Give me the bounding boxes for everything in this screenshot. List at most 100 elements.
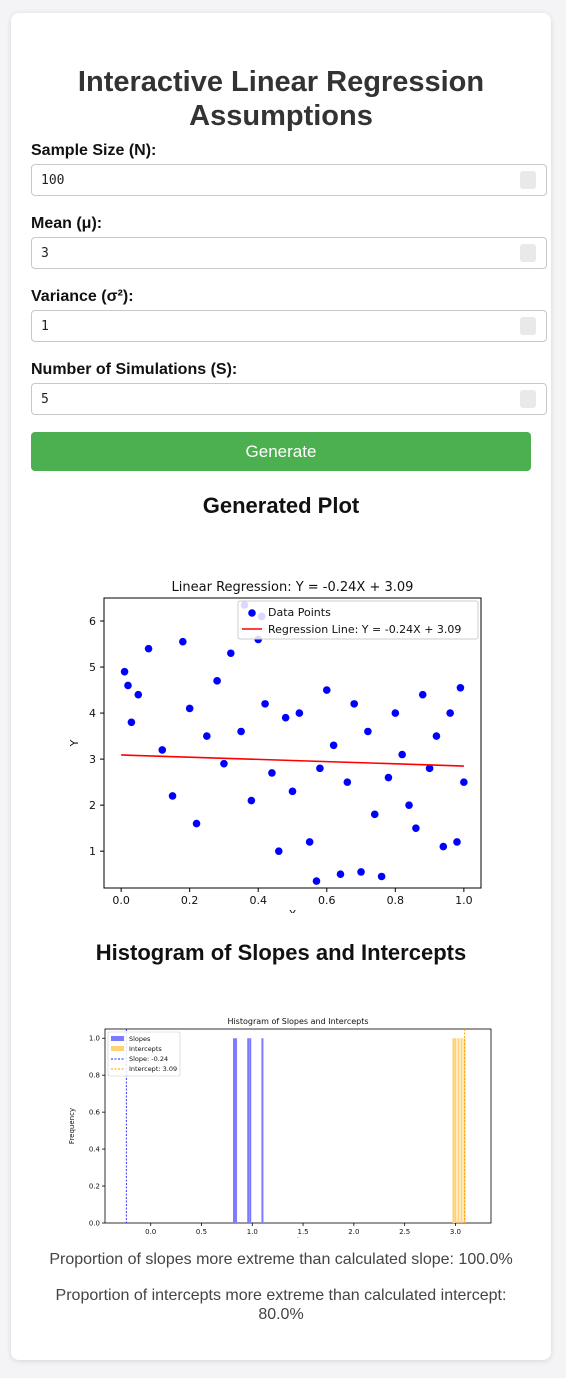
x-tick-label: 1.0 [247,1228,258,1236]
plot-heading: Generated Plot [202,493,360,518]
plot-frame [103,597,482,889]
mean-input[interactable]: 3 [31,237,547,269]
data-point [124,681,132,690]
data-point [391,709,400,717]
legend-intercept-line-label: Intercept: 3.09 [129,1065,177,1073]
intercept-bar [457,1038,460,1223]
intercept-proportion: Proportion of intercepts more extreme th… [55,1287,507,1323]
data-point [213,677,221,685]
generate-button[interactable]: Generate [31,432,531,471]
x-axis-label: Value [288,1237,307,1238]
data-point [185,704,194,713]
scatter-plot: Linear Regression: Y = -0.24X + 3.09 0.0 0… [68,580,482,913]
spinner-icon[interactable] [520,390,536,408]
data-point [439,842,448,851]
sample-size-input[interactable]: 100 [31,164,547,196]
data-point [398,750,406,759]
y-tick-label: 0.2 [89,1183,100,1191]
simulations-input[interactable]: 5 [31,383,547,415]
data-point [364,727,372,736]
x-tick-label: 0.2 [181,894,199,907]
sample-size-label: Sample Size (N): [31,142,157,159]
slope-bar [261,1038,264,1223]
data-point [329,741,338,750]
sample-size-value: 100 [41,173,65,188]
data-point [274,847,283,855]
x-tick-label: 0.8 [387,894,405,907]
x-tick-label: 1.0 [455,894,473,907]
data-point [453,838,461,846]
data-point [220,759,228,768]
slope-proportion: Proportion of slopes more extreme than c… [49,1251,513,1268]
data-point [405,801,413,809]
slope-bar [247,1038,250,1223]
data-point [377,872,386,881]
y-tick-label: 4 [89,707,96,720]
simulations-value: 5 [41,392,49,407]
spinner-icon[interactable] [520,317,536,335]
histogram-heading: Histogram of Slopes and Intercepts [95,940,467,965]
y-tick-label: 2 [89,799,96,812]
data-point [268,769,276,777]
regression-line [121,754,464,767]
slope-bar [249,1038,252,1223]
data-point [312,877,321,885]
histogram-frame [104,1028,492,1224]
y-tick-label: 0.0 [89,1220,100,1228]
data-point [144,644,153,653]
data-point [350,700,358,708]
data-point [418,690,427,699]
x-tick-label: 3.0 [450,1228,461,1236]
data-point [227,649,235,658]
data-point [343,778,352,786]
data-point [412,824,420,832]
data-point [446,709,454,717]
data-point [432,732,441,740]
legend-slopes-marker [111,1036,124,1041]
y-tick-label: 0.4 [89,1146,101,1154]
y-tick-label: 6 [89,615,96,628]
y-tick-label: 0.8 [89,1072,100,1080]
variance-input[interactable]: 1 [31,310,547,342]
data-point [168,792,177,800]
legend-intercepts-label: Intercepts [129,1045,162,1053]
legend-points-marker [248,609,256,617]
data-point [192,819,201,828]
intercept-bar [454,1038,457,1223]
mean-value: 3 [41,246,49,261]
mean-label: Mean (μ): [31,215,103,232]
x-tick-label: 0.0 [112,894,129,907]
legend-slopes-label: Slopes [129,1035,151,1043]
data-point [460,778,468,786]
spinner-icon[interactable] [520,171,536,189]
y-tick-label: 3 [89,753,96,766]
y-tick-label: 1 [89,845,96,858]
histogram-legend-box [107,1031,181,1077]
data-point [456,683,465,692]
legend-line-label: Regression Line: Y = -0.24X + 3.09 [268,623,461,636]
data-point [316,764,324,773]
x-tick-label: 0.5 [196,1228,207,1236]
y-axis-label: Frequency [68,1108,76,1144]
legend-slope-line-label: Slope: -0.24 [129,1055,168,1063]
slope-bar [233,1038,236,1223]
data-point [120,667,129,676]
variance-value: 1 [41,319,49,334]
legend-box [237,600,479,640]
spinner-icon[interactable] [520,244,536,262]
y-axis-label: Y [68,739,81,747]
slope-bar [235,1038,238,1223]
x-tick-label: 1.5 [298,1228,309,1236]
data-point [384,773,393,782]
y-tick-label: 0.6 [89,1109,101,1117]
x-tick-label: 0.4 [249,894,267,907]
simulations-label: Number of Simulations (S): [31,361,238,378]
x-tick-label: 2.0 [348,1228,359,1236]
data-point [305,838,314,846]
data-point [134,690,143,699]
data-point [370,810,379,819]
data-point [336,870,345,878]
data-point [179,637,187,646]
x-tick-label: 0.6 [318,894,336,907]
data-point [127,718,136,727]
